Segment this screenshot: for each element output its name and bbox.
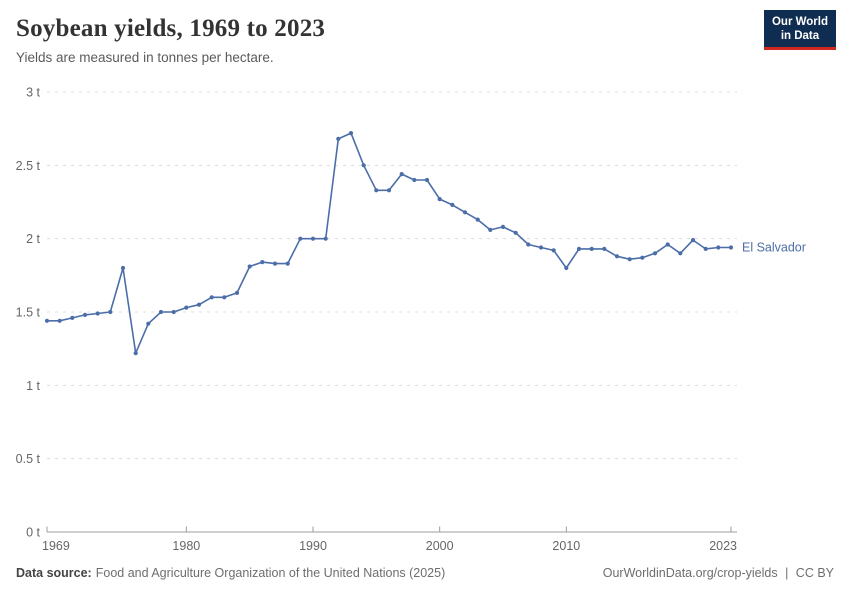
data-source-label: Data source: [16,566,92,580]
data-point[interactable] [146,321,151,326]
data-point[interactable] [196,302,202,307]
data-point[interactable] [488,227,493,232]
x-axis-label: 1980 [172,539,200,553]
data-point[interactable] [703,246,708,251]
data-point[interactable] [690,238,696,243]
data-point[interactable] [209,295,214,300]
chart-subtitle: Yields are measured in tonnes per hectar… [16,50,274,65]
data-point[interactable] [450,202,455,207]
data-point[interactable] [184,305,189,310]
owid-logo-line1: Our World [771,16,828,28]
data-point[interactable] [70,315,75,320]
data-point[interactable] [538,245,544,250]
data-point[interactable] [158,309,164,315]
data-point[interactable] [437,197,442,202]
data-point[interactable] [57,318,62,323]
data-point[interactable] [95,311,100,316]
data-point[interactable] [652,251,658,256]
data-point[interactable] [640,255,645,260]
y-axis-label: 0 t [26,526,40,540]
data-point[interactable] [412,177,417,183]
footer-separator: | [785,566,789,580]
data-point[interactable] [399,172,404,177]
data-source-text: Food and Agriculture Organization of the… [95,566,446,580]
x-axis-label: 2000 [426,539,454,553]
chart-plot-area: 0 t 0.5 t 1 t 1.5 t 2 t 2.5 t 3 t 1969 1980 1990 2… [0,80,850,560]
data-point[interactable] [576,246,582,251]
data-point[interactable] [374,188,379,193]
data-point[interactable] [564,265,569,271]
data-point[interactable] [513,230,518,235]
data-point[interactable] [665,242,670,247]
data-point[interactable] [120,265,126,271]
data-point[interactable] [82,312,88,317]
data-point[interactable] [133,351,138,356]
y-axis-label: 1 t [26,379,40,393]
x-axis-label: 2023 [709,539,737,553]
data-point[interactable] [386,188,392,193]
chart-header: Soybean yields, 1969 to 2023 Yields are … [16,14,756,65]
x-axis-label: 2010 [552,539,580,553]
data-point[interactable] [260,260,265,265]
data-point[interactable] [336,136,341,141]
y-axis-label: 0.5 t [16,452,41,466]
data-point[interactable] [728,245,734,250]
data-point[interactable] [222,295,227,300]
data-point[interactable] [602,246,607,251]
data-point[interactable] [44,318,50,323]
data-point[interactable] [310,236,316,241]
data-point[interactable] [614,254,620,259]
y-axis-label: 1.5 t [16,306,41,320]
footer-license: CC BY [795,566,834,580]
y-axis-label: 2 t [26,232,40,246]
y-axis-label: 3 t [26,86,40,100]
data-point[interactable] [171,309,176,315]
data-point[interactable] [323,236,328,241]
footer-link[interactable]: OurWorldinData.org/crop-yields [602,566,778,580]
data-point[interactable] [500,224,506,229]
data-point[interactable] [348,131,354,136]
owid-logo[interactable]: Our World in Data [763,10,836,50]
data-point[interactable] [285,261,290,266]
data-point[interactable] [551,248,556,253]
data-source: Data source: Food and Agriculture Organiz… [16,566,445,580]
owid-logo-line2: in Data [780,30,820,42]
data-point[interactable] [526,242,531,247]
footer-attribution: OurWorldinData.org/crop-yields | CC BY [599,566,834,580]
data-point[interactable] [716,245,721,250]
data-point[interactable] [462,210,468,215]
data-point[interactable] [108,309,113,315]
data-point[interactable] [298,236,303,241]
data-point[interactable] [272,261,278,266]
data-point[interactable] [627,257,632,262]
series-line-el-salvador[interactable] [47,132,731,354]
data-point[interactable] [424,177,430,183]
chart-footer: Data source: Food and Agriculture Organiz… [16,566,834,580]
line-chart-canvas: 0 t 0.5 t 1 t 1.5 t 2 t 2.5 t 3 t 1969 1980 1990 2… [16,86,806,554]
y-axis-label: 2.5 t [16,159,41,173]
data-point[interactable] [361,163,366,168]
x-axis-label: 1990 [299,539,327,553]
chart-title: Soybean yields, 1969 to 2023 [16,15,326,42]
data-point[interactable] [678,251,683,256]
x-axis-label: 1969 [42,539,70,553]
data-point[interactable] [589,246,594,251]
data-point[interactable] [234,290,240,295]
data-point[interactable] [247,264,252,269]
data-point[interactable] [475,217,480,222]
series-label-el-salvador[interactable]: El Salvador [742,240,806,254]
